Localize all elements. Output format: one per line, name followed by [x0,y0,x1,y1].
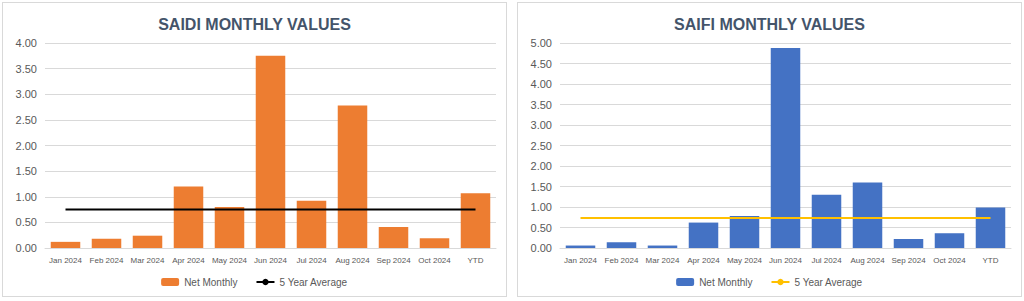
svg-text:2.00: 2.00 [16,140,37,152]
svg-text:4.50: 4.50 [531,58,552,70]
svg-text:5.00: 5.00 [531,37,552,49]
svg-text:3.00: 3.00 [16,88,37,100]
svg-text:3.50: 3.50 [16,63,37,75]
svg-text:1.50: 1.50 [531,181,552,193]
svg-text:Apr 2024: Apr 2024 [687,256,720,265]
svg-text:3.00: 3.00 [531,119,552,131]
svg-text:Sep 2024: Sep 2024 [891,256,926,265]
svg-text:0.50: 0.50 [531,222,552,234]
svg-text:4.00: 4.00 [531,78,552,90]
svg-text:YTD: YTD [983,256,999,265]
svg-text:2.50: 2.50 [531,140,552,152]
svg-text:Mar 2024: Mar 2024 [646,256,680,265]
svg-text:5 Year Average: 5 Year Average [279,277,347,288]
svg-text:5 Year Average: 5 Year Average [794,277,862,288]
svg-text:May 2024: May 2024 [727,256,763,265]
svg-text:Jan 2024: Jan 2024 [564,256,597,265]
svg-text:Aug 2024: Aug 2024 [335,256,370,265]
svg-text:1.00: 1.00 [531,201,552,213]
svg-text:Jan 2024: Jan 2024 [49,256,82,265]
svg-text:Apr 2024: Apr 2024 [172,256,205,265]
svg-text:Net Monthly: Net Monthly [699,277,752,288]
svg-text:1.00: 1.00 [16,191,37,203]
svg-text:4.00: 4.00 [16,37,37,49]
svg-text:SAIDI MONTHLY VALUES: SAIDI MONTHLY VALUES [158,16,351,33]
svg-text:Jun 2024: Jun 2024 [254,256,287,265]
svg-text:0.50: 0.50 [16,216,37,228]
svg-text:Oct 2024: Oct 2024 [933,256,966,265]
svg-text:Mar 2024: Mar 2024 [131,256,165,265]
svg-text:Jul 2024: Jul 2024 [811,256,842,265]
svg-text:Jul 2024: Jul 2024 [296,256,327,265]
svg-text:0.00: 0.00 [16,242,37,254]
svg-text:May 2024: May 2024 [212,256,248,265]
svg-text:3.50: 3.50 [531,99,552,111]
svg-text:Feb 2024: Feb 2024 [90,256,124,265]
svg-text:Jun 2024: Jun 2024 [769,256,802,265]
svg-text:Sep 2024: Sep 2024 [376,256,411,265]
svg-text:Oct 2024: Oct 2024 [418,256,451,265]
svg-text:SAIFI MONTHLY VALUES: SAIFI MONTHLY VALUES [674,16,865,33]
svg-text:Aug 2024: Aug 2024 [850,256,885,265]
svg-text:2.50: 2.50 [16,114,37,126]
svg-text:0.00: 0.00 [531,242,552,254]
svg-text:Feb 2024: Feb 2024 [605,256,639,265]
svg-text:2.00: 2.00 [531,160,552,172]
svg-text:1.50: 1.50 [16,165,37,177]
svg-text:YTD: YTD [468,256,484,265]
svg-text:Net Monthly: Net Monthly [184,277,237,288]
